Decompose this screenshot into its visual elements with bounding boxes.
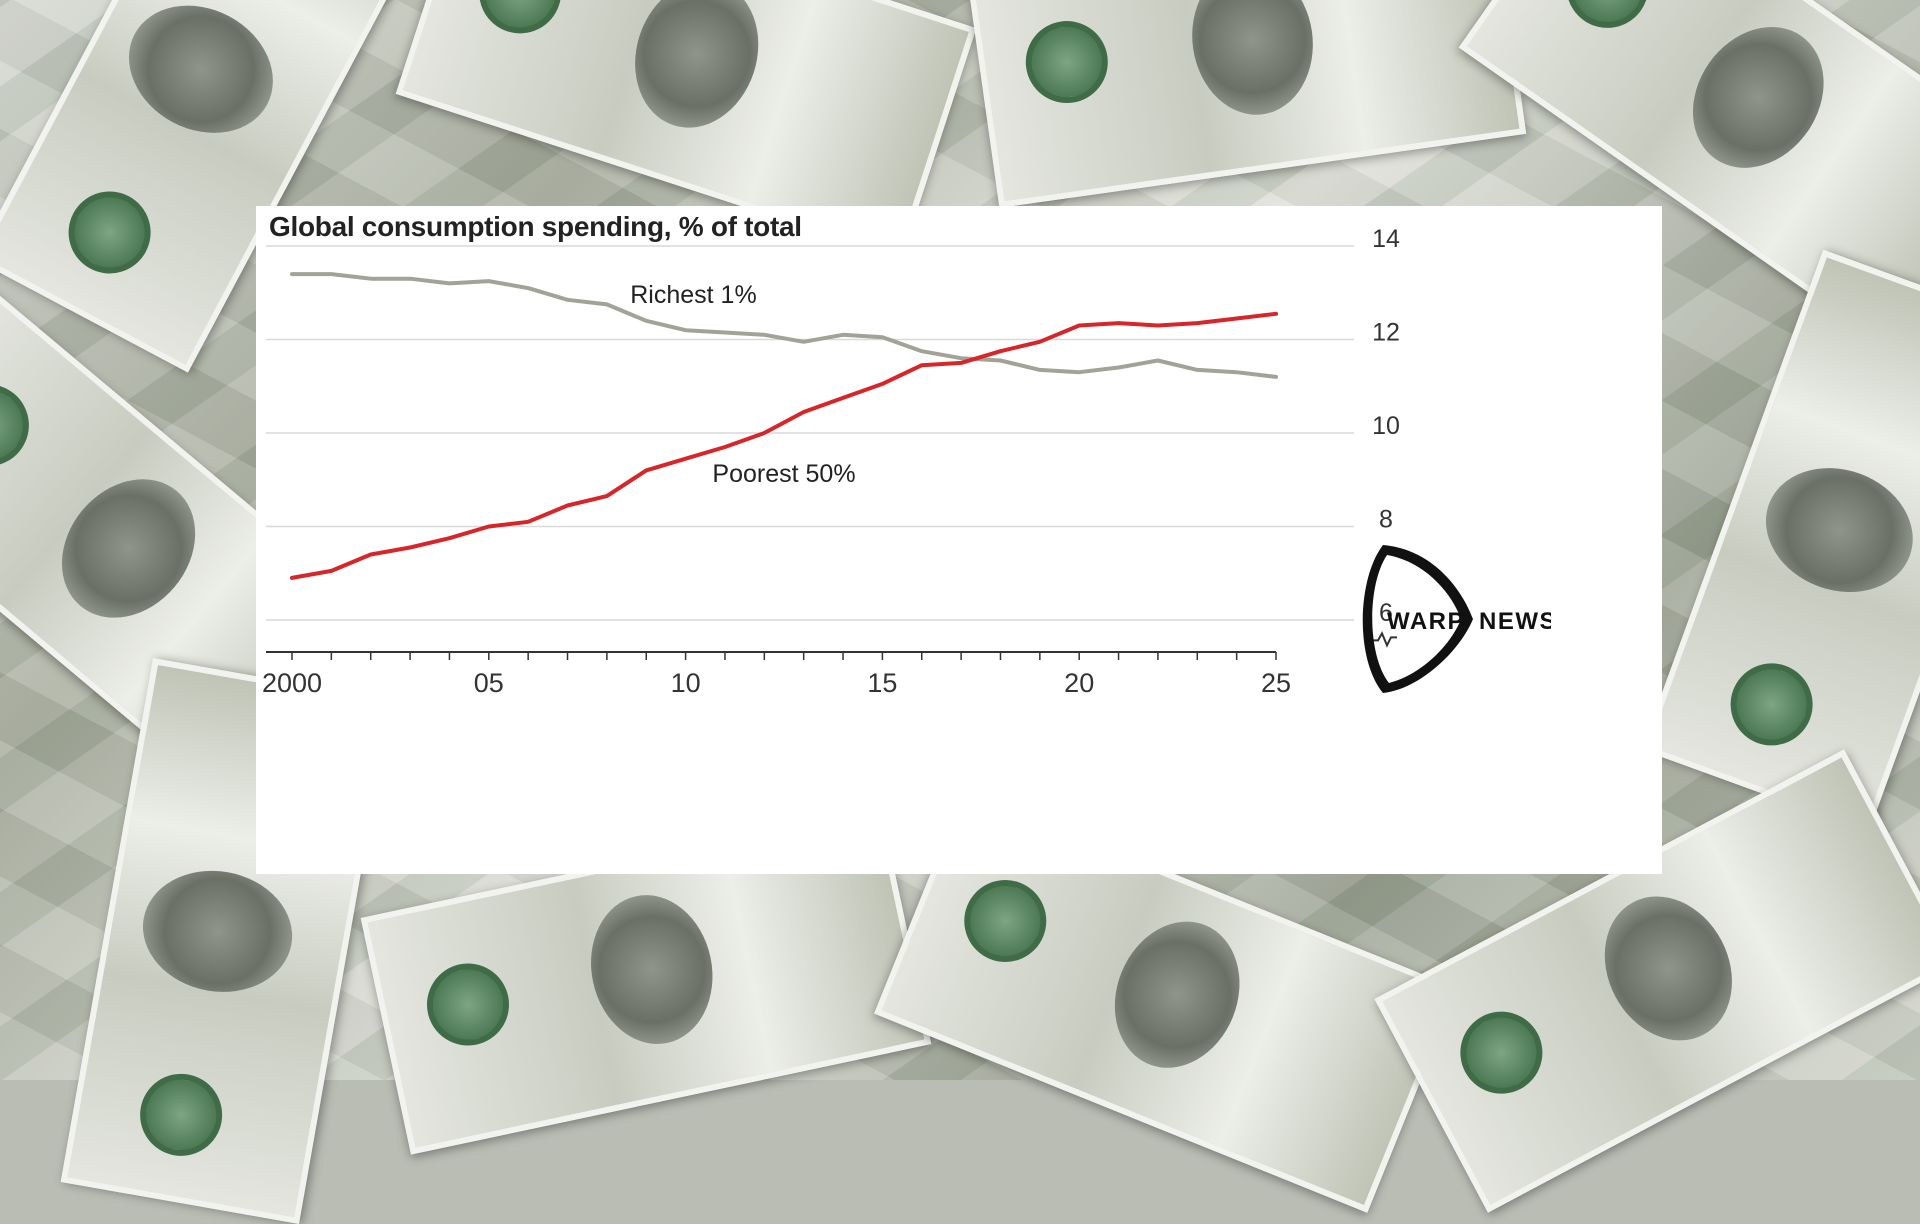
- series-label: Richest 1%: [630, 281, 756, 309]
- treasury-seal: [1446, 997, 1557, 1108]
- series-lines: [292, 274, 1276, 578]
- x-axis-tick-labels: 2000 05 10 15 20 25: [262, 668, 1291, 698]
- treasury-seal: [134, 1067, 229, 1162]
- x-axis: [266, 633, 1397, 660]
- treasury-seal: [1550, 0, 1664, 44]
- x-tick-label: 2000: [262, 668, 322, 698]
- dollar-bill: [966, 0, 1527, 208]
- x-tick-label: 10: [671, 668, 701, 698]
- treasury-seal: [1020, 16, 1113, 109]
- gridlines: [266, 246, 1354, 620]
- logo-word-news: NEWS: [1479, 608, 1551, 635]
- y-tick-label: 8: [1379, 506, 1393, 534]
- treasury-seal: [419, 956, 516, 1053]
- y-tick-label: 14: [1372, 225, 1400, 253]
- y-tick-label: 12: [1372, 319, 1400, 347]
- series-line-poorest-50pct: [292, 314, 1276, 578]
- treasury-seal: [468, 0, 571, 44]
- logo-word-warp: WARP: [1387, 608, 1465, 635]
- x-tick-label: 05: [474, 668, 504, 698]
- chart-card: Global consumption spending, % of total …: [256, 206, 1662, 874]
- dollar-bill: [1641, 250, 1920, 833]
- x-tick-label: 25: [1261, 668, 1291, 698]
- y-tick-label: 10: [1372, 412, 1400, 440]
- treasury-seal: [0, 367, 46, 483]
- treasury-seal: [1719, 652, 1824, 757]
- treasury-seal: [952, 868, 1059, 975]
- series-labels: Richest 1% Poorest 50%: [630, 281, 855, 488]
- series-label: Poorest 50%: [712, 460, 855, 488]
- warp-news-logo: WARP NEWS: [1361, 539, 1551, 699]
- x-tick-label: 20: [1064, 668, 1094, 698]
- treasury-seal: [54, 177, 165, 288]
- x-tick-label: 15: [867, 668, 897, 698]
